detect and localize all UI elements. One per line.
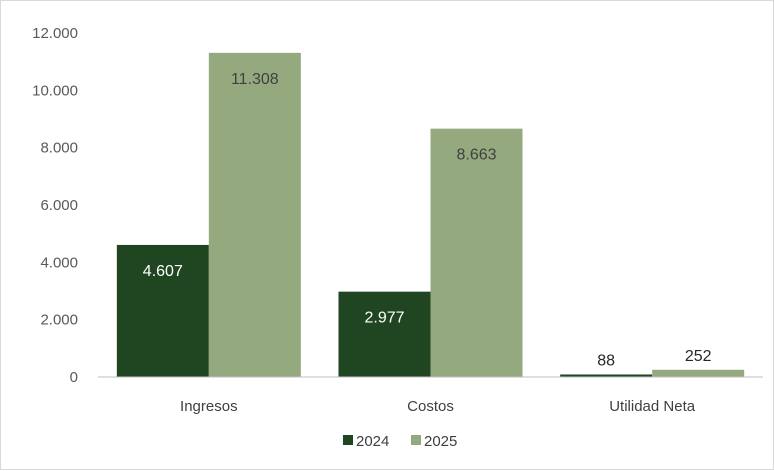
y-axis-tick-label: 10.000: [32, 82, 78, 99]
legend-swatch-2024: [343, 435, 353, 445]
bar-ingresos-2025: [208, 52, 301, 377]
legend-label-2025: 2025: [424, 433, 457, 450]
data-label: 8.663: [456, 147, 496, 164]
y-axis-tick-label: 2.000: [40, 312, 78, 329]
bar-utilidad-neta-2025: [652, 369, 745, 377]
y-axis-tick-label: 6.000: [40, 197, 78, 214]
y-axis-tick-label: 12.000: [32, 25, 78, 42]
data-label: 11.308: [231, 71, 279, 88]
legend-label-2024: 2024: [356, 433, 389, 450]
x-axis-category-label: Utilidad Neta: [609, 398, 696, 415]
y-axis-tick-label: 0: [70, 369, 78, 386]
x-axis-category-label: Costos: [407, 398, 454, 415]
bar-costos-2024: [338, 291, 431, 377]
bar-utilidad-neta-2024: [560, 374, 653, 377]
y-axis-tick-label: 4.000: [40, 254, 78, 271]
data-label: 2.977: [364, 310, 404, 327]
bar-ingresos-2024: [116, 244, 209, 377]
x-axis-category-label: Ingresos: [180, 398, 238, 415]
bar-costos-2025: [430, 128, 523, 377]
data-label: 4.607: [143, 263, 183, 280]
legend-swatch-2025: [411, 435, 421, 445]
data-label: 88: [597, 352, 615, 369]
y-axis-tick-label: 8.000: [40, 140, 78, 157]
data-label: 252: [685, 348, 712, 365]
